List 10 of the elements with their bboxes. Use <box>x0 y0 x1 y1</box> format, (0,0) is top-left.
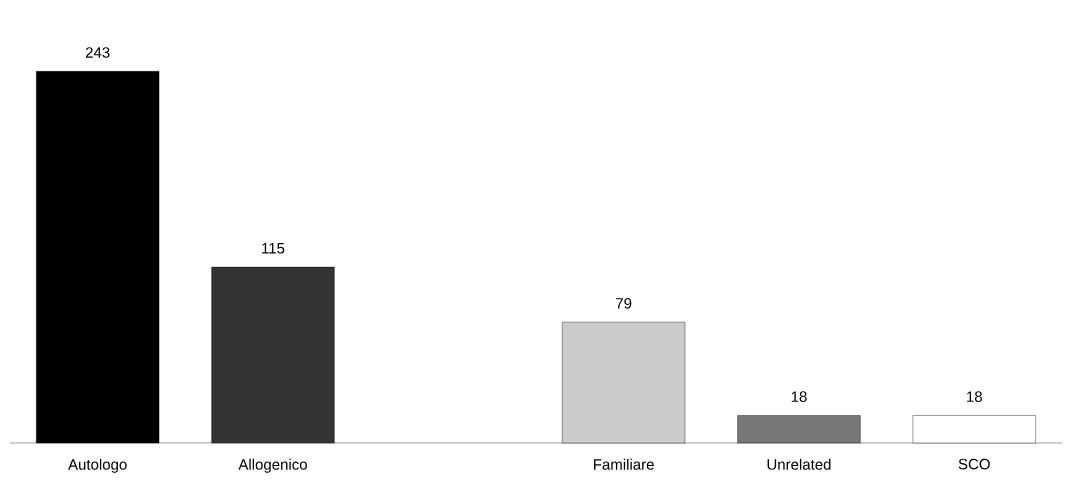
data-label: 243 <box>85 47 110 58</box>
data-label: 18 <box>791 391 807 402</box>
data-label: 115 <box>262 243 285 254</box>
data-label: 18 <box>967 391 982 402</box>
data-label: 79 <box>616 298 632 309</box>
x-tick-label: Autologo <box>68 458 127 473</box>
x-tick-label: Unrelated <box>767 458 831 470</box>
x-tick-label: Familiare <box>594 458 654 470</box>
x-tick-label: SCO <box>958 458 990 470</box>
x-tick-label: Allogenico <box>238 458 307 473</box>
